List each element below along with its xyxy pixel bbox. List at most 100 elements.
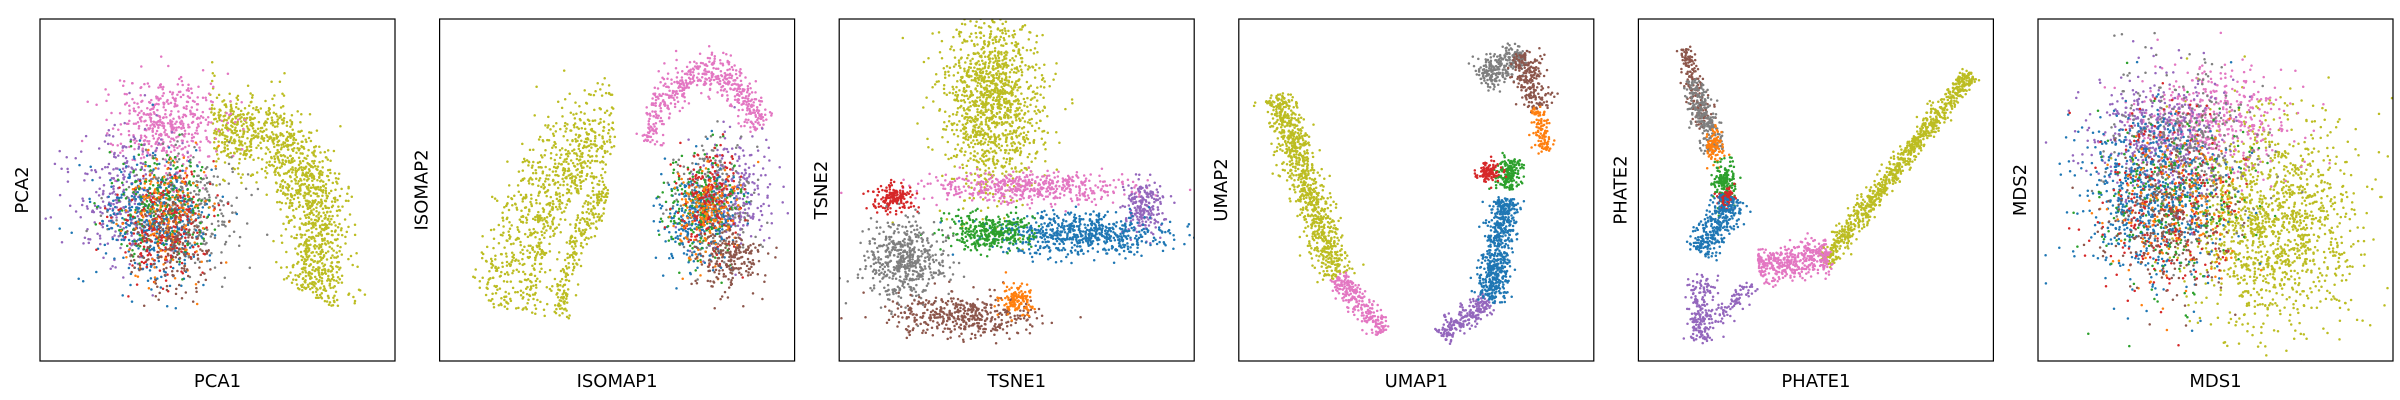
point [613, 135, 617, 139]
point [589, 226, 592, 230]
point [205, 187, 208, 190]
point [176, 140, 179, 143]
point [238, 117, 242, 120]
point [113, 234, 116, 237]
point [335, 279, 338, 283]
point [178, 256, 182, 260]
point [119, 123, 123, 126]
point [121, 149, 124, 152]
point [107, 128, 111, 132]
point [356, 265, 359, 268]
point [239, 120, 243, 123]
point [492, 237, 496, 240]
point [600, 199, 603, 202]
point [722, 51, 725, 55]
point [512, 242, 515, 245]
point [583, 220, 587, 223]
point [541, 170, 545, 173]
point [320, 282, 324, 285]
point [143, 225, 146, 229]
point [159, 85, 163, 89]
point [347, 225, 350, 229]
point [139, 86, 143, 89]
point [212, 113, 215, 117]
point [139, 134, 143, 137]
point [208, 107, 212, 111]
point [543, 253, 546, 257]
point [308, 190, 312, 193]
point [516, 228, 520, 231]
point [198, 149, 202, 152]
point [270, 136, 273, 139]
point [153, 188, 157, 191]
point [275, 133, 278, 137]
point [331, 303, 335, 307]
point [586, 194, 589, 197]
point [220, 132, 223, 136]
point [214, 165, 217, 168]
point [748, 82, 751, 85]
point [292, 263, 295, 267]
point [280, 234, 283, 237]
point [538, 176, 542, 180]
point [93, 221, 96, 224]
point [529, 287, 533, 290]
point [552, 125, 555, 128]
point [121, 167, 125, 170]
point [567, 174, 570, 177]
point [319, 188, 322, 192]
point [249, 92, 252, 95]
point [571, 161, 575, 165]
point [324, 189, 328, 193]
point [661, 133, 665, 137]
point [309, 131, 313, 135]
point [142, 156, 146, 159]
point [584, 200, 588, 203]
point [197, 216, 200, 220]
point [231, 211, 234, 214]
point [205, 249, 208, 253]
point [276, 171, 280, 175]
point [316, 260, 320, 263]
point [159, 186, 163, 189]
point [520, 280, 523, 284]
point [160, 239, 164, 242]
cluster-8 [126, 183, 231, 308]
point [165, 266, 168, 270]
point [583, 127, 587, 131]
point [526, 301, 529, 305]
point [174, 174, 177, 178]
point [152, 207, 156, 210]
point [578, 178, 582, 182]
point [522, 270, 525, 274]
point [145, 237, 148, 240]
point [556, 296, 560, 299]
point [220, 119, 223, 123]
point [178, 238, 181, 241]
point [205, 181, 209, 185]
point [265, 121, 268, 124]
point [143, 198, 146, 201]
point [180, 228, 183, 232]
point [164, 178, 168, 181]
point [302, 134, 305, 138]
point [609, 141, 612, 144]
point [243, 107, 247, 110]
point [182, 93, 185, 97]
point [190, 173, 194, 176]
point [274, 112, 278, 116]
point [152, 262, 156, 266]
point [180, 266, 184, 270]
point [542, 183, 545, 187]
point [151, 127, 155, 130]
point [220, 251, 223, 254]
point [151, 218, 155, 221]
point [149, 192, 152, 195]
point [132, 190, 135, 194]
point [132, 232, 136, 235]
point [224, 224, 227, 228]
point [329, 171, 332, 175]
point [580, 171, 584, 175]
point [175, 287, 178, 291]
point [100, 196, 103, 200]
